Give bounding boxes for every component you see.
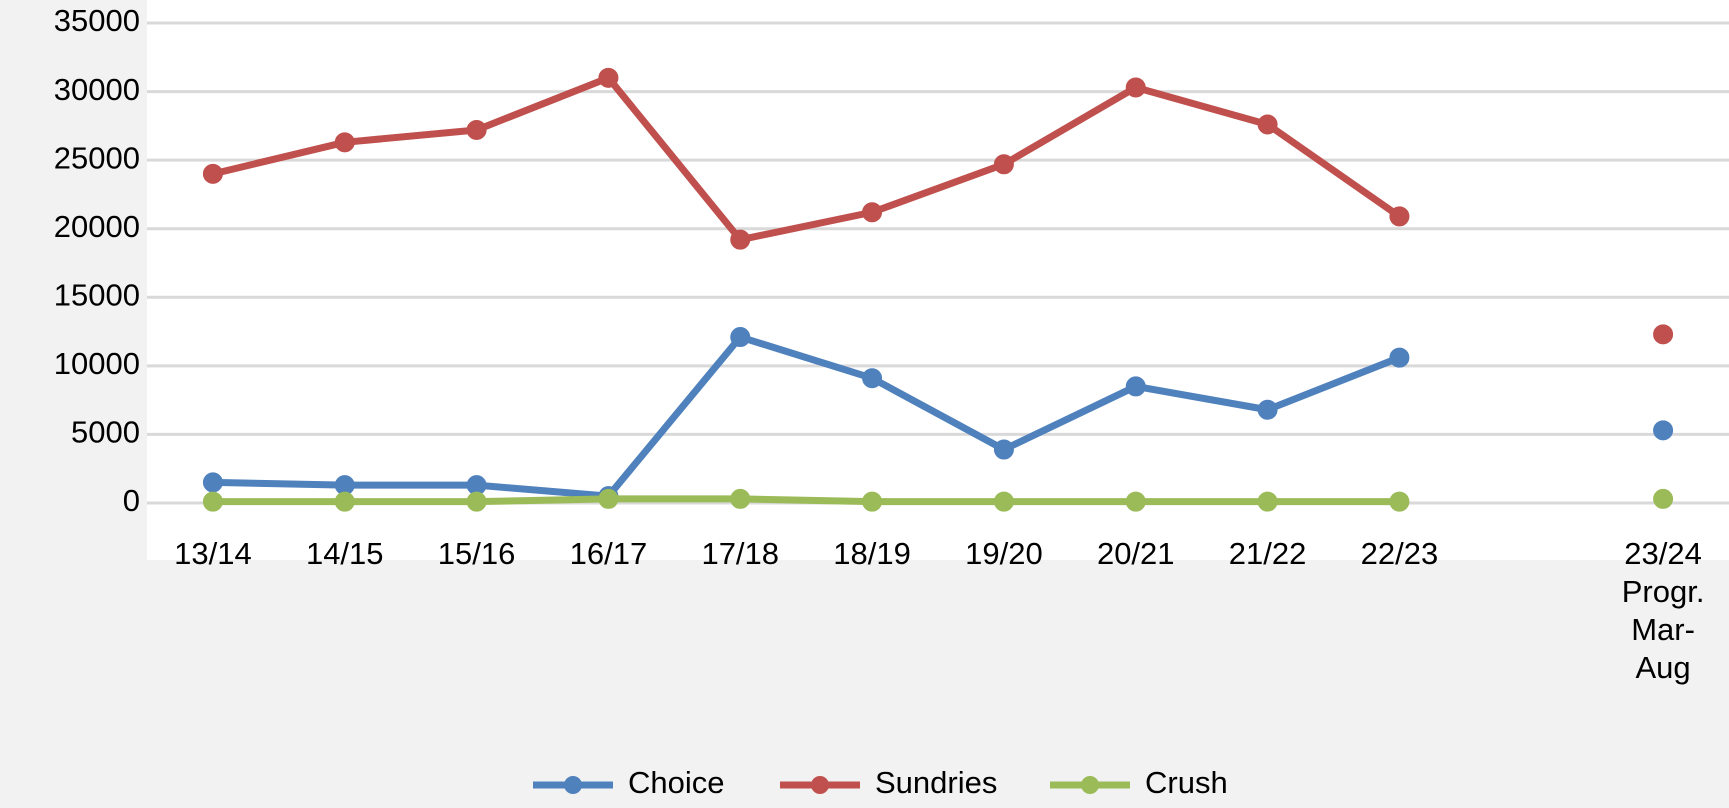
point-marker [202, 163, 223, 184]
point-marker [598, 488, 619, 509]
legend-marker [564, 776, 582, 794]
x-tick-label: 16/17 [569, 536, 648, 571]
point-marker [202, 472, 223, 493]
series-line [212, 495, 1400, 506]
point-marker [598, 67, 619, 88]
x-tick-label: 20/21 [1096, 536, 1175, 571]
point-marker [1125, 491, 1146, 512]
y-tick-label: 30000 [54, 72, 140, 107]
point-marker [1653, 324, 1674, 345]
x-tick-label: 21/22 [1228, 536, 1307, 571]
x-tick-label: 19/20 [965, 536, 1043, 571]
plot-area [147, 0, 1729, 560]
point-marker [862, 202, 883, 223]
x-tick-label: 23/24 Progr. Mar-Aug [1621, 536, 1705, 685]
y-tick-label: 25000 [54, 140, 140, 175]
x-tick-label: 14/15 [305, 536, 384, 571]
point-marker [730, 327, 751, 348]
x-tick-label: 18/19 [833, 536, 911, 571]
point-marker [862, 491, 883, 512]
point-marker [862, 368, 883, 389]
series-line [212, 333, 1401, 500]
legend-label: Sundries [875, 765, 997, 800]
point-marker [993, 154, 1014, 175]
point-marker [1257, 114, 1278, 135]
point-marker [334, 132, 355, 153]
point-marker [993, 491, 1014, 512]
point-marker [993, 439, 1014, 460]
point-marker [1257, 491, 1278, 512]
y-tick-label: 20000 [54, 209, 140, 244]
x-tick-label: 22/23 [1360, 536, 1439, 571]
y-tick-label: 35000 [54, 3, 140, 38]
point-marker [466, 491, 487, 512]
y-tick-label: 15000 [54, 277, 140, 312]
point-marker [1389, 206, 1410, 227]
point-marker [1125, 376, 1146, 397]
point-marker [1125, 77, 1146, 98]
y-tick-label: 5000 [71, 415, 140, 450]
point-marker [334, 475, 355, 496]
y-tick-label: 0 [123, 483, 140, 518]
point-marker [1257, 399, 1278, 420]
legend-marker [811, 776, 829, 794]
point-marker [730, 488, 751, 509]
point-marker [202, 491, 223, 512]
point-marker [730, 229, 751, 250]
point-marker [1389, 347, 1410, 368]
x-tick-label: 17/18 [701, 536, 780, 571]
legend-marker [1081, 776, 1099, 794]
x-tick-label: 13/14 [174, 536, 252, 571]
y-tick-label: 10000 [54, 346, 140, 381]
x-tick-label: 15/16 [437, 536, 516, 571]
point-marker [466, 119, 487, 140]
point-marker [1653, 488, 1674, 509]
series-line [212, 74, 1402, 244]
legend-label: Choice [628, 765, 725, 800]
point-marker [466, 475, 487, 496]
legend-label: Crush [1145, 765, 1228, 800]
point-marker [1389, 491, 1410, 512]
point-marker [334, 491, 355, 512]
point-marker [1653, 420, 1674, 441]
